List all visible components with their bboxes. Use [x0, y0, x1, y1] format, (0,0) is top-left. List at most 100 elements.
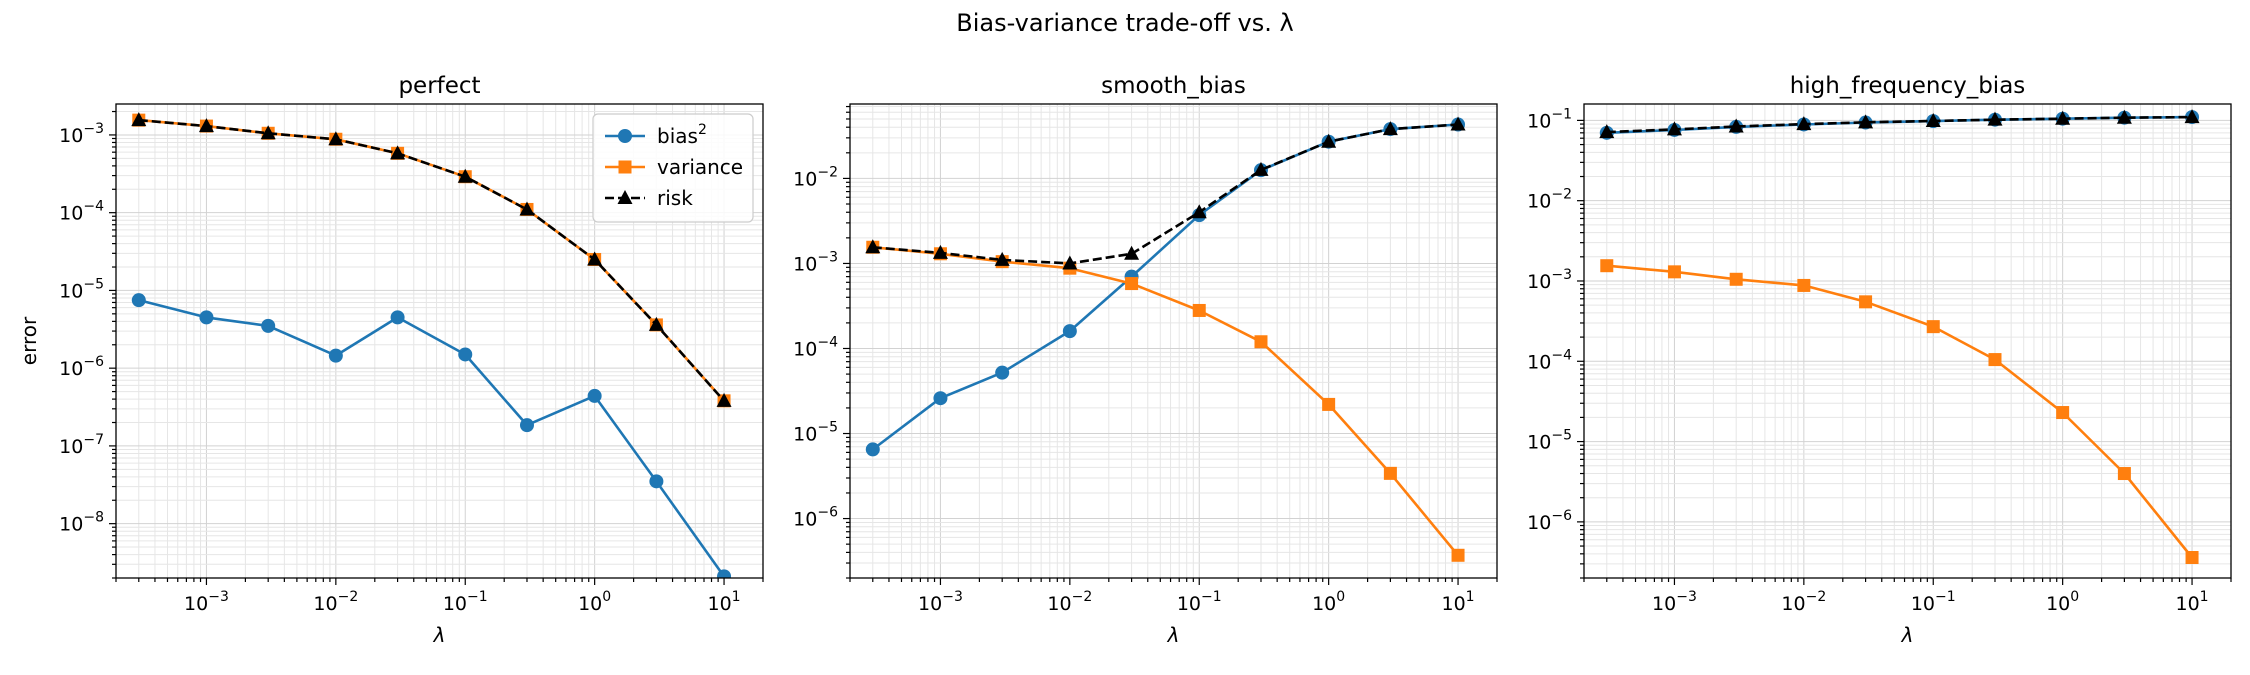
x-tick-label: 10−3 — [184, 589, 229, 615]
legend-label: bias2 — [657, 122, 707, 148]
data-point — [932, 244, 948, 259]
x-axis-label: λ — [1901, 623, 1914, 647]
x-tick-label: 10−1 — [1911, 589, 1956, 615]
series-line-1 — [138, 298, 726, 578]
x-tick-label: 10−1 — [443, 589, 488, 615]
data-point — [2184, 109, 2200, 124]
data-point — [1859, 295, 1873, 309]
data-point — [994, 251, 1010, 266]
data-point — [1599, 124, 1615, 139]
data-point — [261, 318, 276, 333]
y-tick-label: 10−1 — [1527, 106, 1572, 132]
data-point — [717, 569, 732, 578]
y-tick-label: 10−6 — [59, 354, 104, 380]
grid — [850, 104, 1497, 578]
series-group — [1599, 109, 2200, 565]
y-tick-label: 10−3 — [793, 249, 838, 275]
legend-marker — [618, 129, 632, 143]
data-point — [260, 125, 276, 140]
x-tick-label: 101 — [2175, 589, 2208, 615]
data-point — [1192, 303, 1206, 317]
data-point — [458, 347, 473, 362]
data-point — [1191, 204, 1207, 219]
data-point — [2055, 110, 2071, 125]
x-axis-label: λ — [433, 623, 446, 647]
series-line-2 — [1606, 264, 2194, 559]
x-tick-label: 10−2 — [1781, 589, 1826, 615]
data-point — [457, 168, 473, 183]
data-point — [1796, 116, 1812, 131]
data-point — [1383, 466, 1397, 480]
data-point — [519, 418, 534, 433]
data-point — [995, 365, 1010, 380]
data-point — [933, 391, 948, 406]
data-point — [131, 112, 147, 127]
data-point — [1926, 320, 1940, 334]
data-point — [1667, 265, 1681, 279]
y-tick-label: 10−2 — [793, 164, 838, 190]
y-tick-label: 10−4 — [793, 334, 838, 360]
x-tick-label: 100 — [1312, 589, 1345, 615]
x-tick-label: 100 — [578, 589, 611, 615]
data-point — [1600, 259, 1614, 273]
data-point — [519, 201, 535, 216]
y-tick-label: 10−7 — [59, 432, 104, 458]
y-tick-label: 10−5 — [793, 420, 838, 446]
series-line-3 — [1606, 115, 2193, 134]
panel-1: 10−3 10−2 10−1 100 101 10−8 10−7 10−6 10−5 10−4 10… — [17, 73, 764, 647]
data-point — [1254, 335, 1268, 349]
y-tick-label: 10−5 — [59, 276, 104, 302]
y-tick-label: 10−4 — [59, 199, 104, 225]
ticks — [1577, 119, 2232, 585]
ticks — [109, 110, 764, 585]
data-point — [1666, 121, 1682, 136]
axes-frame — [115, 103, 764, 579]
data-point — [1987, 111, 2003, 126]
data-point — [1729, 272, 1743, 286]
data-point — [1382, 121, 1398, 136]
data-point — [2185, 551, 2199, 565]
panel-title: smooth_bias — [1101, 73, 1246, 99]
panel-title: high_frequency_bias — [1790, 73, 2026, 99]
data-point — [390, 310, 405, 325]
chart-panels: 10−3 10−2 10−1 100 10110−810−710−610−510−410… — [17, 73, 2232, 647]
data-point — [1124, 245, 1140, 260]
series-group — [131, 112, 732, 578]
data-point — [1253, 161, 1269, 176]
legend-box — [592, 113, 754, 223]
series-line-1 — [1606, 115, 2193, 135]
y-tick-label: 10−6 — [1527, 508, 1572, 534]
axes-frame — [849, 103, 1498, 579]
y-tick-label: 10−5 — [1527, 428, 1572, 454]
x-tick-label: 100 — [2046, 589, 2079, 615]
data-point — [865, 442, 880, 457]
data-point — [649, 474, 664, 489]
series-line-3 — [872, 123, 1459, 265]
data-point — [1797, 278, 1811, 292]
data-point — [1451, 548, 1465, 562]
data-point — [2116, 109, 2132, 124]
data-point — [198, 118, 214, 133]
legend-marker — [617, 190, 633, 204]
data-point — [648, 316, 664, 331]
figure-suptitle: Bias-variance trade-off vs. λ — [956, 9, 1293, 37]
series-line-2 — [872, 246, 1460, 557]
legend: bias2 variance risk — [592, 113, 754, 223]
data-point — [1321, 133, 1337, 148]
data-point — [865, 239, 881, 254]
data-point — [716, 392, 732, 407]
y-tick-label: 10−3 — [1527, 267, 1572, 293]
data-point — [1322, 397, 1336, 411]
data-point — [1988, 353, 2002, 367]
data-point — [1062, 255, 1078, 270]
series-group — [865, 116, 1466, 562]
data-point — [2056, 406, 2070, 420]
axes-frame — [1583, 103, 2232, 579]
data-point — [1858, 114, 1874, 129]
x-tick-label: 101 — [707, 589, 740, 615]
data-point — [328, 348, 343, 363]
data-point — [1728, 118, 1744, 133]
y-tick-label: 10−4 — [1527, 347, 1572, 373]
legend-label: variance — [657, 155, 743, 179]
panel-title: perfect — [398, 73, 480, 99]
